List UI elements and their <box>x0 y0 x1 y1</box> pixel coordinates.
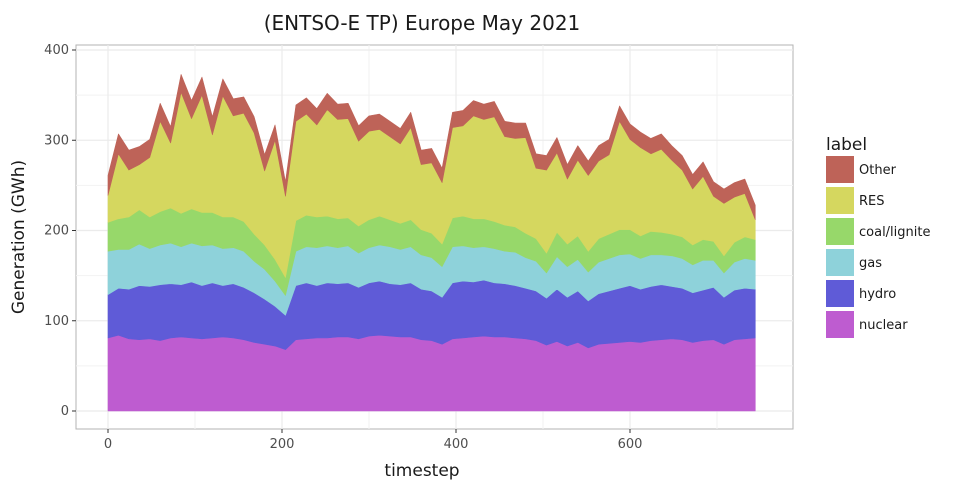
y-axis-title: Generation (GWh) <box>9 160 29 314</box>
legend-label: nuclear <box>859 318 908 333</box>
x-tick-label: 600 <box>618 437 643 452</box>
legend-swatch <box>826 311 854 338</box>
legend-swatch <box>826 218 854 245</box>
area-other <box>107 74 756 220</box>
legend-swatch <box>826 249 854 276</box>
plot-panel <box>75 44 794 430</box>
legend-label: RES <box>859 194 885 209</box>
area-nuclear <box>107 334 756 412</box>
legend-swatch <box>826 156 854 183</box>
legend-label: hydro <box>859 287 896 302</box>
y-tick-label: 300 <box>44 133 69 148</box>
legend-swatch <box>826 187 854 214</box>
x-tick-label: 200 <box>270 437 295 452</box>
legend-label: Other <box>859 163 897 178</box>
legend: label Other RES coal/lignite gas hydro nuclea… <box>826 135 930 338</box>
legend-label: gas <box>859 256 882 271</box>
legend-label: coal/lignite <box>859 225 930 240</box>
y-tick-label: 0 <box>61 404 69 419</box>
x-axis-ticks: 0 200 400 600 <box>104 429 643 452</box>
chart-title: (ENTSO-E TP) Europe May 2021 <box>264 11 581 35</box>
area-layers <box>107 74 756 412</box>
y-tick-label: 200 <box>44 224 69 239</box>
x-tick-label: 0 <box>104 437 112 452</box>
y-tick-label: 100 <box>44 314 69 329</box>
x-tick-label: 400 <box>444 437 469 452</box>
x-axis-title: timestep <box>384 461 459 481</box>
legend-swatch <box>826 280 854 307</box>
y-tick-label: 400 <box>44 43 69 58</box>
legend-title: label <box>826 135 867 155</box>
y-axis-ticks: 0 100 200 300 400 <box>44 43 76 419</box>
